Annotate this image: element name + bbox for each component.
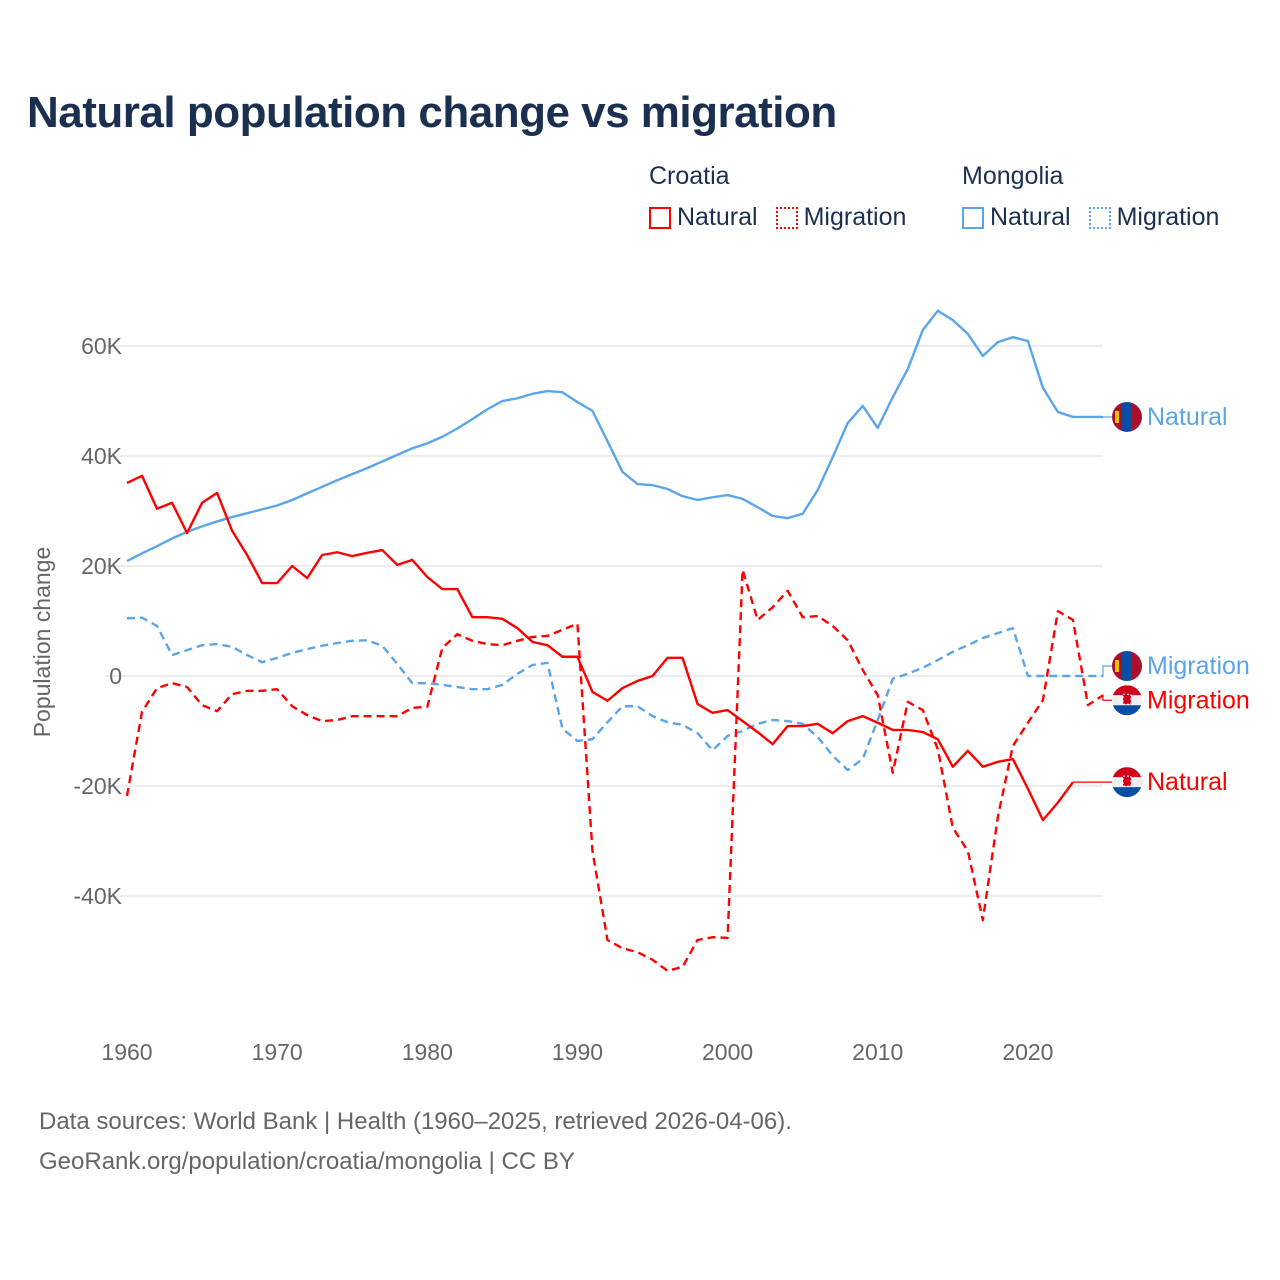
end-label: Migration bbox=[1147, 652, 1250, 680]
flag-stripe bbox=[1112, 767, 1142, 778]
croatia-flag-icon bbox=[1112, 767, 1142, 798]
x-tick-label: 1970 bbox=[252, 1039, 303, 1065]
x-tick-label: 1960 bbox=[101, 1039, 152, 1065]
end-label: Migration bbox=[1147, 686, 1250, 714]
flag-stripe bbox=[1112, 705, 1142, 716]
flag-stripe bbox=[1132, 651, 1142, 681]
x-tick-label: 1990 bbox=[552, 1039, 603, 1065]
footer-source: Data sources: World Bank | Health (1960–… bbox=[39, 1108, 792, 1135]
gridlines bbox=[105, 345, 1103, 897]
flag-coat-of-arms bbox=[1122, 693, 1132, 705]
series-line-croatia-natural bbox=[126, 474, 1074, 822]
legend-swatch-dotted bbox=[775, 206, 798, 229]
x-tick-label: 2000 bbox=[702, 1039, 753, 1065]
flag-stripe bbox=[1112, 787, 1142, 798]
end-label: Natural bbox=[1147, 768, 1228, 796]
flag-soyombo bbox=[1115, 410, 1119, 423]
end-label-connector bbox=[1102, 665, 1112, 677]
y-tick-label: 40K bbox=[81, 443, 123, 469]
series-lines bbox=[125, 309, 1104, 972]
legend-swatch-solid bbox=[649, 206, 671, 229]
series-line-croatia-migration bbox=[125, 568, 1104, 972]
x-tick-label: 1980 bbox=[402, 1039, 453, 1065]
x-axis-ticks: 1960 1970 1980 1990 2000 2010 2020 bbox=[101, 1039, 1053, 1065]
legend-label: Migration bbox=[803, 203, 907, 231]
end-label-connector bbox=[1102, 694, 1112, 701]
flag-coat-of-arms bbox=[1122, 775, 1132, 787]
y-axis-label: Population change bbox=[29, 547, 55, 738]
flag-stripe bbox=[1112, 685, 1142, 696]
x-tick-label: 2010 bbox=[852, 1039, 903, 1065]
y-tick-label: 60K bbox=[81, 333, 123, 359]
flag-stripe bbox=[1122, 401, 1132, 432]
legend-swatch-solid bbox=[962, 206, 984, 229]
legend-item-mongolia-migration[interactable]: Migration bbox=[1088, 203, 1220, 232]
legend-group-title: Croatia bbox=[649, 162, 730, 190]
end-labels: Natural Migration Migration Natural bbox=[1072, 401, 1250, 798]
y-tick-label: -20K bbox=[73, 773, 122, 799]
series-line-mongolia-migration bbox=[126, 616, 1103, 772]
flag-stripe bbox=[1122, 651, 1132, 681]
y-tick-label: 0 bbox=[109, 663, 122, 689]
chart-title: Natural population change vs migration bbox=[27, 88, 837, 137]
flag-soyombo bbox=[1115, 660, 1119, 672]
end-label: Natural bbox=[1147, 403, 1228, 431]
legend-group-croatia: Croatia Natural Migration bbox=[649, 162, 906, 232]
footer-link[interactable]: GeoRank.org/population/croatia/mongolia … bbox=[39, 1148, 575, 1175]
legend-swatch-dotted bbox=[1088, 206, 1111, 229]
legend-item-croatia-migration[interactable]: Migration bbox=[775, 203, 907, 232]
legend-item-mongolia-natural[interactable]: Natural bbox=[962, 203, 1071, 232]
flag-stripe bbox=[1132, 401, 1142, 432]
croatia-flag-icon bbox=[1112, 685, 1142, 716]
mongolia-flag-icon bbox=[1112, 651, 1142, 681]
legend-group-mongolia: Mongolia Natural Migration bbox=[962, 162, 1219, 232]
y-tick-label: 20K bbox=[81, 553, 123, 579]
x-tick-label: 2020 bbox=[1002, 1039, 1053, 1065]
y-tick-label: -40K bbox=[73, 883, 122, 909]
mongolia-flag-icon bbox=[1112, 401, 1142, 432]
legend-label: Migration bbox=[1116, 203, 1220, 231]
legend-group-title: Mongolia bbox=[962, 162, 1064, 190]
legend-label: Natural bbox=[677, 203, 758, 231]
y-axis-ticks: 60K 40K 20K 0 -20K -40K bbox=[73, 333, 122, 909]
legend-label: Natural bbox=[990, 203, 1071, 231]
legend-item-croatia-natural[interactable]: Natural bbox=[649, 203, 758, 232]
series-line-mongolia-natural bbox=[126, 309, 1103, 563]
